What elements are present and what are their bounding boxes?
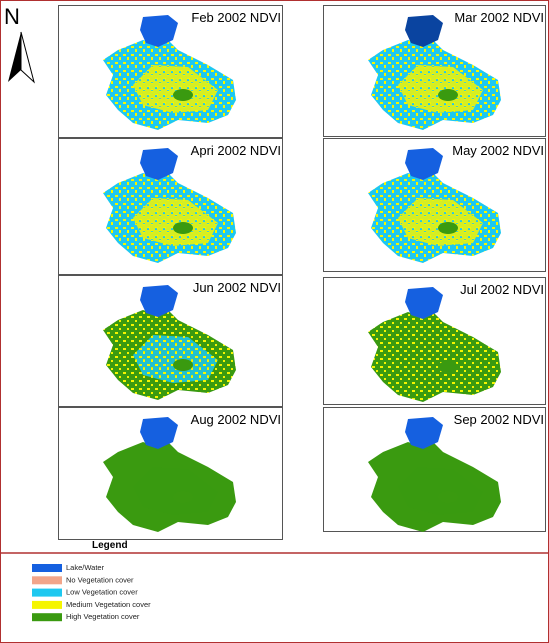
- map-panel: Jun 2002 NDVI: [58, 275, 283, 407]
- map-panel: Feb 2002 NDVI: [58, 5, 283, 138]
- panel-title: Sep 2002 NDVI: [454, 412, 544, 427]
- lake: [405, 287, 443, 319]
- dense-vegetation: [438, 222, 458, 234]
- legend-label: Low Vegetation cover: [66, 588, 138, 597]
- panel-title: Feb 2002 NDVI: [191, 10, 281, 25]
- dense-vegetation: [173, 89, 193, 101]
- dense-vegetation: [438, 491, 458, 503]
- land-core: [398, 65, 483, 113]
- legend-swatch: [32, 613, 62, 622]
- lake: [405, 417, 443, 449]
- land-core: [133, 335, 218, 383]
- panel-title: Apri 2002 NDVI: [191, 143, 281, 158]
- panel-title: Jun 2002 NDVI: [193, 280, 281, 295]
- map-panel: Sep 2002 NDVI: [323, 407, 546, 532]
- panel-title: May 2002 NDVI: [452, 143, 544, 158]
- panel-title: Jul 2002 NDVI: [460, 282, 544, 297]
- legend-label: Lake/Water: [66, 563, 105, 572]
- legend-swatch: [32, 576, 62, 585]
- land-core: [133, 198, 218, 246]
- land-core: [398, 467, 483, 515]
- land-core: [398, 198, 483, 246]
- lake: [140, 285, 178, 317]
- land-core: [133, 467, 218, 515]
- map-panel: Mar 2002 NDVI: [323, 5, 546, 137]
- lake: [405, 15, 443, 47]
- land-core: [133, 65, 218, 113]
- dense-vegetation: [438, 361, 458, 373]
- legend-title: Legend: [92, 540, 128, 551]
- panel-title: Mar 2002 NDVI: [454, 10, 544, 25]
- dense-vegetation: [173, 491, 193, 503]
- dense-vegetation: [173, 359, 193, 371]
- lake: [140, 15, 178, 47]
- land-core: [398, 337, 483, 385]
- lake: [405, 148, 443, 180]
- legend-swatch: [32, 600, 62, 609]
- map-panel: Jul 2002 NDVI: [323, 277, 546, 405]
- map-panel: Apri 2002 NDVI: [58, 138, 283, 275]
- legend-label: No Vegetation cover: [66, 575, 134, 584]
- dense-vegetation: [173, 222, 193, 234]
- legend-swatch: [32, 588, 62, 597]
- map-panel: Aug 2002 NDVI: [58, 407, 283, 540]
- north-arrow: [8, 31, 35, 84]
- panel-title: Aug 2002 NDVI: [191, 412, 281, 427]
- north-label: N: [4, 4, 20, 29]
- legend-label: High Vegetation cover: [66, 612, 140, 621]
- map-panel: May 2002 NDVI: [323, 138, 546, 272]
- dense-vegetation: [438, 89, 458, 101]
- lake: [140, 417, 178, 449]
- lake: [140, 148, 178, 180]
- legend-label: Medium Vegetation cover: [66, 600, 151, 609]
- legend-swatch: [32, 564, 62, 572]
